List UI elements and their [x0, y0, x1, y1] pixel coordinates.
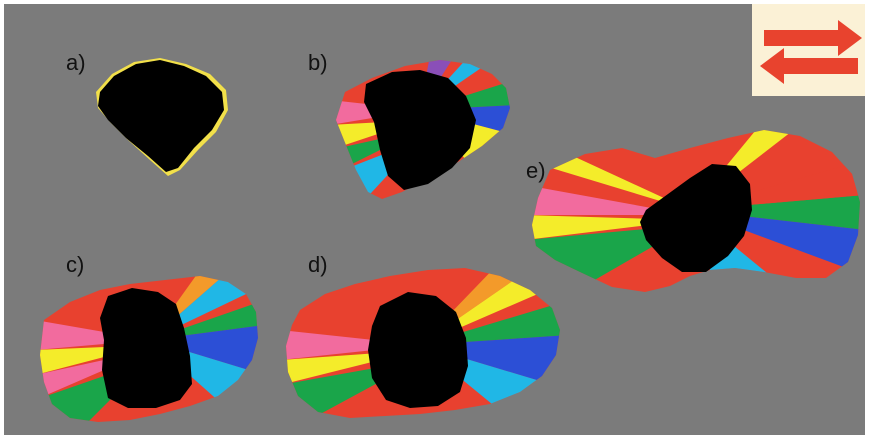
panel-b: b) — [308, 50, 510, 199]
seed-crystal — [368, 292, 468, 408]
grain-region — [286, 330, 420, 360]
panel-label: c) — [66, 252, 84, 277]
grain-region — [532, 185, 690, 215]
panel-label: b) — [308, 50, 328, 75]
grain-region — [532, 150, 690, 210]
panel-a: a) — [66, 50, 228, 176]
panel-c: c) — [40, 252, 258, 422]
panel-d: d) — [286, 252, 560, 418]
panel-e: e) — [526, 130, 860, 292]
panel-label: e) — [526, 158, 546, 183]
panel-label: a) — [66, 50, 86, 75]
indicator-box — [752, 4, 865, 96]
grain-region — [690, 195, 860, 230]
seed-crystal — [640, 164, 752, 272]
bidirectional-arrows-icon — [760, 20, 862, 84]
seed-crystal — [364, 70, 476, 190]
direction-indicator — [752, 4, 865, 96]
seed-crystal — [100, 288, 192, 408]
seed-crystal — [98, 60, 224, 172]
panel-label: d) — [308, 252, 328, 277]
